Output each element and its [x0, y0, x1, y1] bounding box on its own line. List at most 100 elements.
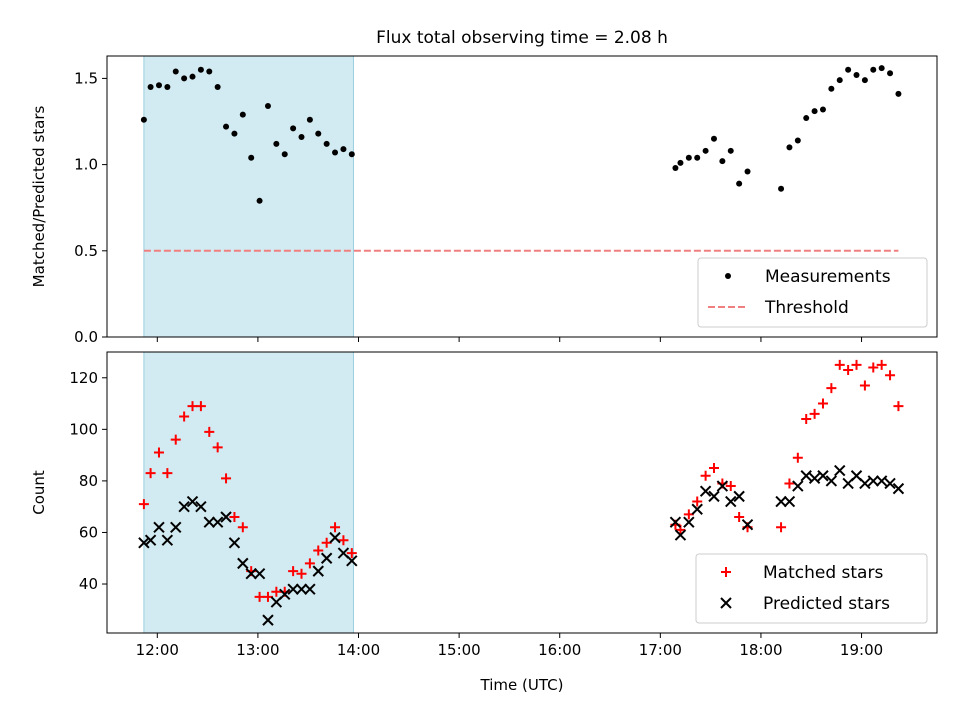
data-point-matched-stars	[262, 591, 273, 602]
data-point-measurements	[315, 130, 322, 137]
data-point-measurements	[155, 82, 162, 89]
axes-frame	[106, 351, 938, 634]
data-point-matched-stars	[692, 496, 703, 507]
data-point-predicted-stars	[329, 531, 341, 544]
data-point-measurements	[803, 115, 810, 122]
data-point-predicted-stars	[279, 588, 291, 601]
data-point-measurements	[239, 111, 246, 118]
data-point-matched-stars	[271, 586, 282, 597]
data-point-matched-stars	[801, 414, 812, 425]
data-point-measurements	[147, 84, 154, 91]
data-point-predicted-stars	[834, 464, 846, 477]
data-point-predicted-stars	[892, 482, 905, 495]
data-point-predicted-stars	[691, 503, 703, 515]
data-point-matched-stars	[212, 442, 223, 453]
data-point-measurements	[736, 180, 743, 187]
x-tick-label: 14:00	[337, 641, 380, 659]
data-point-predicted-stars	[800, 470, 812, 482]
data-point-matched-stars	[817, 398, 828, 409]
data-point-predicted-stars	[186, 495, 199, 508]
data-point-measurements	[206, 68, 213, 75]
data-point-measurements	[290, 125, 297, 132]
y-tick-label: 0.0	[74, 328, 98, 346]
data-point-matched-stars	[784, 478, 795, 489]
data-point-predicted-stars	[884, 477, 896, 490]
legend-box	[695, 553, 928, 624]
data-point-predicted-stars	[808, 472, 821, 485]
data-point-predicted-stars	[144, 534, 157, 546]
data-point-measurements	[140, 116, 147, 123]
data-point-matched-stars	[145, 468, 156, 479]
data-point-predicted-stars	[674, 529, 687, 541]
data-point-measurements	[870, 66, 877, 73]
data-point-measurements	[677, 159, 684, 166]
data-point-matched-stars	[792, 452, 803, 463]
data-point-predicted-stars	[320, 552, 333, 564]
data-point-predicted-stars	[203, 516, 215, 528]
data-point-matched-stars	[834, 359, 845, 370]
data-point-measurements	[710, 135, 717, 142]
data-point-predicted-stars	[741, 519, 754, 531]
data-point-matched-stars	[179, 411, 190, 422]
data-point-predicted-stars	[669, 516, 682, 528]
shaded-observing-span	[143, 55, 354, 338]
data-point-matched-stars	[221, 473, 232, 484]
data-point-matched-stars	[254, 591, 265, 602]
data-point-measurements	[306, 116, 313, 123]
data-point-matched-stars	[700, 470, 711, 481]
data-point-predicted-stars	[195, 500, 207, 513]
data-point-predicted-stars	[783, 495, 796, 508]
data-point-measurements	[172, 68, 179, 75]
data-point-matched-stars	[725, 481, 736, 492]
data-point-measurements	[719, 158, 726, 165]
data-point-predicted-stars	[683, 516, 695, 528]
y-axis-label: Count	[30, 470, 48, 515]
data-point-predicted-stars	[138, 537, 150, 549]
data-point-predicted-stars	[220, 511, 232, 523]
data-point-matched-stars	[195, 401, 206, 412]
data-point-matched-stars	[304, 558, 315, 569]
data-point-matched-stars	[346, 548, 357, 559]
data-point-matched-stars	[138, 499, 149, 510]
y-tick-label: 100	[69, 420, 98, 438]
data-point-matched-stars	[162, 468, 173, 479]
data-point-measurements	[248, 154, 255, 161]
axes-frame	[106, 55, 938, 338]
data-point-matched-stars	[288, 566, 299, 577]
data-point-measurements	[819, 106, 826, 113]
legend-box	[697, 257, 928, 328]
legend: Measurements Threshold	[697, 257, 928, 328]
data-point-measurements	[694, 154, 701, 161]
data-point-matched-stars	[851, 359, 862, 370]
data-point-matched-stars	[893, 401, 904, 412]
data-point-measurements	[672, 165, 679, 172]
data-point-measurements	[845, 66, 852, 73]
data-point-matched-stars	[313, 545, 324, 556]
data-point-measurements	[786, 144, 793, 151]
data-point-matched-stars	[229, 511, 240, 522]
y-tick-label: 40	[79, 575, 98, 593]
data-point-matched-stars	[809, 408, 820, 419]
data-point-measurements	[878, 65, 885, 72]
data-point-matched-stars	[843, 365, 854, 376]
data-point-predicted-stars	[228, 537, 241, 549]
data-point-predicted-stars	[817, 470, 829, 482]
data-point-measurements	[197, 66, 204, 73]
data-point-matched-stars	[859, 380, 870, 391]
x-axis-label: Time (UTC)	[480, 676, 564, 694]
y-tick-label: 1.0	[74, 156, 98, 174]
data-point-predicted-stars	[304, 583, 316, 595]
data-point-predicted-stars	[346, 555, 358, 567]
x-tick-label: 12:00	[136, 641, 179, 659]
data-point-measurements	[273, 140, 280, 147]
legend-marker	[721, 567, 731, 577]
data-point-predicted-stars	[716, 480, 729, 492]
data-point-measurements	[340, 146, 347, 153]
data-point-measurements	[264, 102, 271, 109]
data-point-matched-stars	[237, 522, 248, 533]
data-point-measurements	[223, 123, 230, 130]
y-tick-label: 0.5	[74, 242, 98, 260]
legend-marker	[720, 597, 732, 609]
data-point-predicted-stars	[262, 614, 274, 626]
